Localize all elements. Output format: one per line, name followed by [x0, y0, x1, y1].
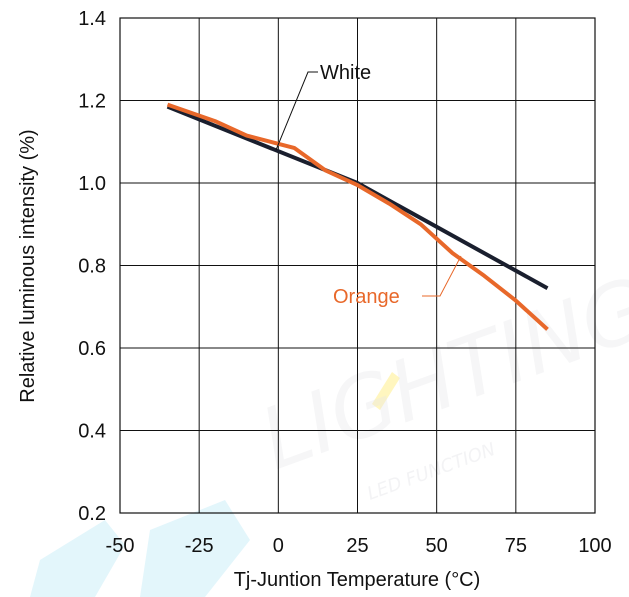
annotation-white: White: [275, 62, 371, 151]
y-tick-label: 1.0: [78, 173, 106, 195]
x-tick-labels: -50 -25 0 25 50 75 100: [106, 535, 612, 557]
y-tick-label: 1.4: [78, 8, 106, 30]
watermark-brand: LIGHTING: [248, 259, 629, 489]
y-tick-labels: 0.2 0.4 0.6 0.8 1.0 1.2 1.4: [78, 8, 106, 525]
annotation-orange-leader: [422, 255, 462, 297]
annotation-orange: Orange: [333, 255, 462, 308]
x-tick-label: 75: [505, 535, 527, 557]
y-axis-title: Relative luminous intensity (%): [17, 129, 39, 402]
plot-frame: [119, 17, 596, 514]
x-tick-label: 100: [578, 535, 611, 557]
x-tick-label: 25: [346, 535, 368, 557]
watermark-blue-shape: [30, 500, 250, 597]
grid: [120, 18, 595, 513]
x-tick-label: -25: [185, 535, 214, 557]
x-tick-label: 50: [426, 535, 448, 557]
y-tick-label: 1.2: [78, 91, 106, 113]
watermark-yellow-shape: [372, 372, 400, 410]
series-layer: [166, 102, 549, 331]
x-axis-title: Tj-Juntion Temperature (°C): [234, 569, 481, 591]
x-tick-label: 0: [273, 535, 284, 557]
y-tick-label: 0.2: [78, 503, 106, 525]
annotation-white-label: White: [320, 62, 371, 84]
series-line-orange: [166, 102, 549, 331]
y-tick-label: 0.8: [78, 256, 106, 278]
annotation-white-leader: [275, 71, 318, 151]
y-tick-label: 0.4: [78, 421, 106, 443]
annotation-orange-label: Orange: [333, 286, 400, 308]
y-tick-label: 0.6: [78, 338, 106, 360]
x-tick-label: -50: [106, 535, 135, 557]
